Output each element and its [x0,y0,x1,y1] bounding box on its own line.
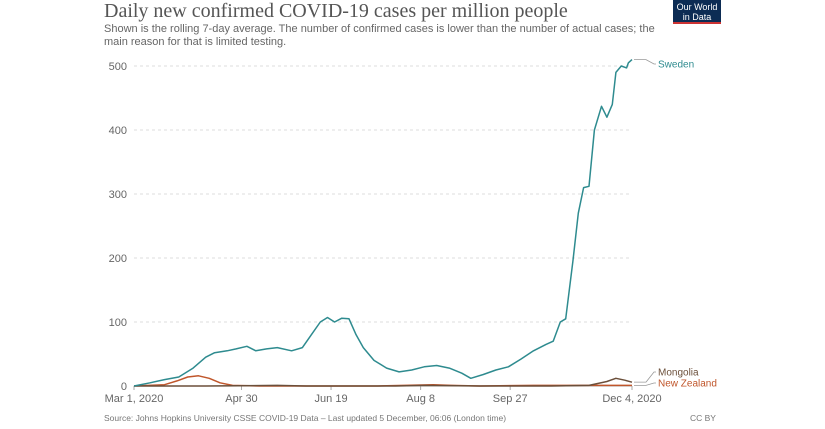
series-line-sweden [133,59,633,387]
license-link[interactable]: CC BY [690,413,716,423]
grid-layer [133,65,633,390]
x-tick-label: Apr 30 [225,393,257,405]
chart-subtitle: Shown is the rolling 7-day average. The … [104,23,655,48]
series-label-mongolia: Mongolia [658,368,699,379]
y-tick-label: 400 [109,125,127,137]
x-tick-label: Mar 1, 2020 [105,393,164,405]
series-line-new-zealand [133,375,632,387]
label-layer: 0 100 200 300 400 500 Mar 1, 2020 Apr 30 Jun 19 A… [105,59,717,405]
logo-line-1: Our World [676,2,718,12]
source-note: Source: Johns Hopkins University CSSE CO… [104,413,507,423]
series-label-sweden: Sweden [658,60,694,71]
series-line-mongolia [134,377,633,387]
logo-accent-bar [673,22,721,24]
x-tick-label: Jun 19 [315,393,348,405]
series-label-new-zealand: New Zealand [658,379,717,390]
series-connector [634,371,656,383]
logo-line-2: in Data [682,12,712,22]
series-connector [634,382,656,386]
x-tick-label: Sep 27 [493,393,528,405]
y-tick-label: 100 [109,317,127,329]
x-tick-label: Aug 8 [406,393,435,405]
y-tick-label: 300 [109,189,127,201]
owid-logo[interactable]: Our World in Data [673,0,721,24]
series-connector [634,59,656,65]
y-tick-label: 500 [109,61,127,73]
y-tick-label: 0 [121,381,127,393]
y-tick-label: 200 [109,253,127,265]
chart-title: Daily new confirmed COVID-19 cases per m… [104,0,568,22]
series-layer [133,59,633,387]
x-tick-label: Dec 4, 2020 [602,393,661,405]
